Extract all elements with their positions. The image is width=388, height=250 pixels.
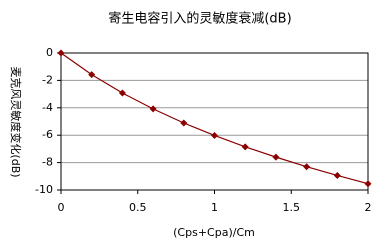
data-point: [333, 171, 341, 179]
data-point: [88, 71, 96, 79]
data-point: [149, 105, 157, 113]
x-axis-label: (Cps+Cpa)/Cm: [173, 226, 255, 239]
y-tick-label: -10: [35, 183, 53, 196]
y-tick-label: -2: [42, 73, 53, 86]
data-point: [303, 163, 311, 171]
data-point: [180, 119, 188, 127]
x-tick-label: 2: [365, 201, 372, 214]
data-point: [241, 143, 249, 151]
y-tick-label: -8: [42, 156, 53, 169]
data-point: [118, 89, 126, 97]
x-tick-label: 1.5: [283, 201, 301, 214]
chart-title: 寄生电容引入的灵敏度衰减(dB): [108, 11, 291, 27]
data-point: [364, 180, 372, 188]
data-point: [211, 131, 218, 139]
x-tick-label: 0.5: [129, 201, 147, 214]
y-tick-label: -4: [42, 101, 53, 114]
data-point: [57, 49, 65, 57]
x-tick-label: 1: [211, 201, 218, 214]
y-tick-label: 0: [46, 46, 53, 59]
plot-frame: [60, 52, 369, 191]
y-axis-label: 麦克风灵敏度变化(dB): [9, 66, 23, 177]
x-tick-label: 0: [58, 201, 65, 214]
data-point: [272, 153, 280, 161]
y-tick-label: -6: [42, 128, 53, 141]
